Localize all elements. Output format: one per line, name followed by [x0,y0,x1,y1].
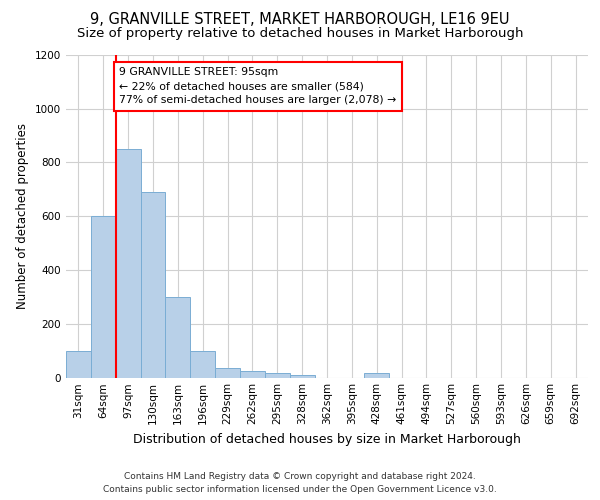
Bar [190,350,215,378]
Text: Contains HM Land Registry data © Crown copyright and database right 2024.
Contai: Contains HM Land Registry data © Crown c… [103,472,497,494]
Bar [66,350,91,378]
Text: Size of property relative to detached houses in Market Harborough: Size of property relative to detached ho… [77,28,523,40]
Text: 9, GRANVILLE STREET, MARKET HARBOROUGH, LE16 9EU: 9, GRANVILLE STREET, MARKET HARBOROUGH, … [90,12,510,28]
X-axis label: Distribution of detached houses by size in Market Harborough: Distribution of detached houses by size … [133,433,521,446]
Bar [240,371,265,378]
Bar [364,374,389,378]
Bar [215,368,240,378]
Bar [91,216,116,378]
Bar [290,375,314,378]
Bar [265,374,290,378]
Bar [140,192,166,378]
Y-axis label: Number of detached properties: Number of detached properties [16,123,29,309]
Bar [116,149,140,378]
Text: 9 GRANVILLE STREET: 95sqm
← 22% of detached houses are smaller (584)
77% of semi: 9 GRANVILLE STREET: 95sqm ← 22% of detac… [119,67,397,105]
Bar [166,297,190,378]
